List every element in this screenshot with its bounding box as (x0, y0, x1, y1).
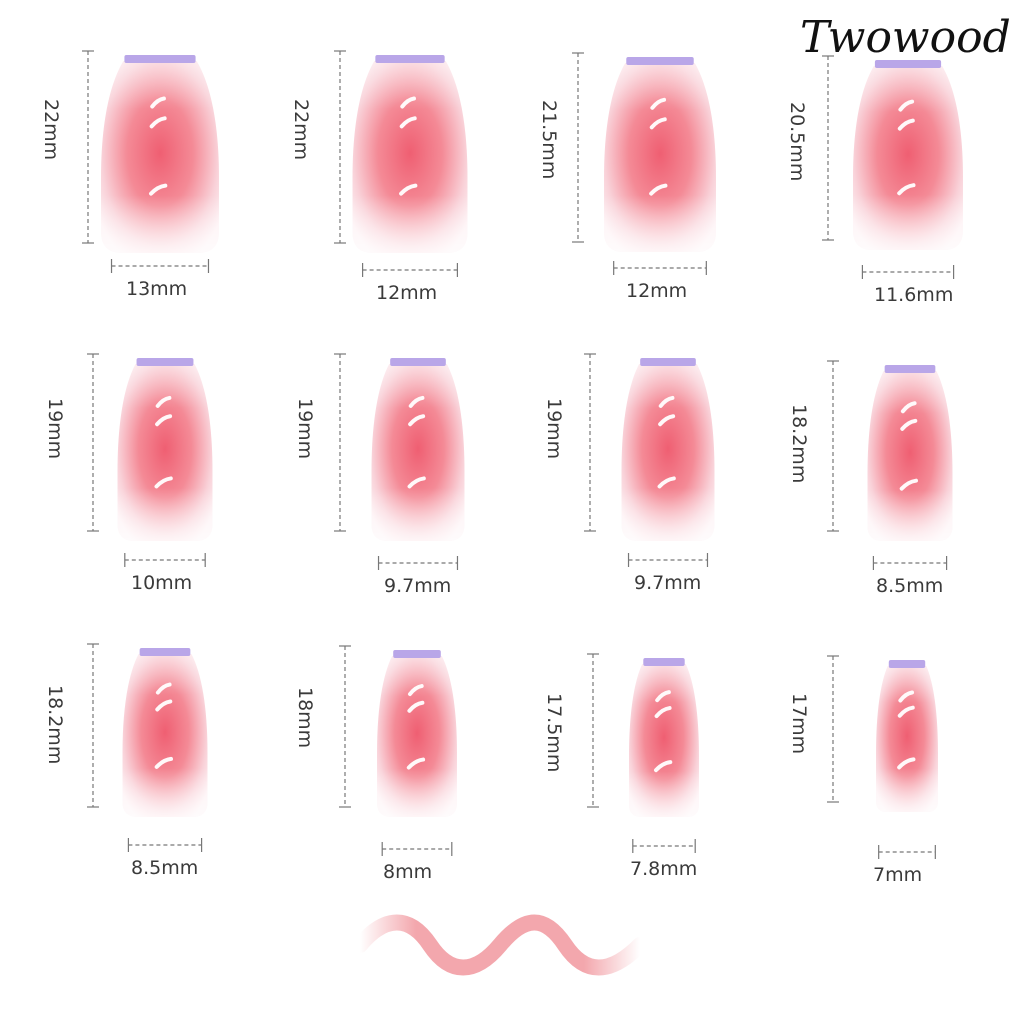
shine-streak (149, 116, 167, 129)
nail-length-label: 17.5mm (543, 692, 565, 773)
nail-tip (874, 60, 942, 68)
press-on-nail (371, 358, 465, 541)
nail-highlight (876, 666, 938, 812)
shine-streak (898, 99, 915, 112)
shine-streak (399, 116, 417, 129)
nail-length-label: 18.2mm (788, 403, 810, 484)
shine-streak (899, 478, 918, 491)
nail-tip (124, 55, 196, 63)
nail-highlight (629, 664, 699, 817)
nail-highlight (117, 364, 213, 541)
shine-streak (658, 395, 675, 408)
nail-tip (139, 648, 191, 656)
shine-streak (897, 183, 916, 196)
nail-width-label: 8.5mm (876, 575, 944, 597)
nail-tip (136, 358, 194, 366)
nail-width-label: 13mm (126, 278, 188, 300)
shine-streak (155, 414, 173, 427)
nail-tip (888, 660, 926, 668)
shine-streak (654, 760, 673, 773)
shine-streak (900, 401, 917, 414)
press-on-nail (867, 365, 953, 541)
press-on-nail (122, 648, 208, 817)
press-on-nail (621, 358, 715, 541)
shine-streak (408, 684, 424, 697)
nail-length-label: 19mm (44, 398, 66, 460)
press-on-nail (352, 55, 468, 253)
shine-streak (155, 395, 172, 408)
shine-streak (658, 414, 676, 427)
shine-streak (399, 183, 418, 196)
nail-length-label: 21.5mm (538, 99, 560, 180)
nail-tip (884, 365, 936, 373)
nail-highlight (101, 61, 219, 253)
nail-width-label: 7mm (873, 864, 923, 886)
nail-length-label: 20.5mm (786, 101, 808, 182)
nail-tip (393, 650, 441, 658)
nail-highlight (853, 66, 963, 250)
shine-streak (406, 757, 426, 770)
nail-length-label: 18.2mm (44, 685, 66, 765)
shine-streak (149, 183, 168, 196)
nail-tip (643, 658, 685, 666)
nail-tip (626, 57, 694, 65)
shine-streak (654, 706, 672, 719)
shine-streak (407, 700, 425, 713)
nail-width-label: 9.7mm (384, 575, 452, 597)
shine-streak (649, 117, 667, 130)
shine-streak (155, 682, 172, 695)
press-on-nail (101, 55, 219, 253)
nail-length-label: 22mm (290, 98, 312, 160)
shine-streak (900, 418, 918, 431)
shine-streak (155, 699, 173, 712)
brand-logo: Twowood (800, 12, 1011, 63)
nail-highlight (377, 656, 457, 817)
shine-streak (407, 476, 426, 489)
nail-tip (640, 358, 696, 366)
nail-length-label: 22mm (40, 98, 62, 160)
decorative-wave (355, 914, 645, 976)
nail-width-label: 8.5mm (131, 857, 199, 879)
press-on-nail (853, 60, 963, 250)
nail-tip (375, 55, 445, 63)
nail-width-label: 8mm (383, 861, 433, 883)
nail-length-label: 17mm (788, 693, 810, 755)
nail-width-label: 9.7mm (634, 572, 702, 594)
nail-width-label: 12mm (626, 280, 688, 302)
nail-highlight (352, 61, 468, 253)
shine-streak (154, 756, 173, 769)
nail-highlight (122, 654, 208, 817)
nail-tip (390, 358, 446, 366)
shine-streak (154, 476, 173, 489)
press-on-nail (117, 358, 213, 541)
shine-streak (897, 705, 915, 718)
shine-streak (408, 414, 426, 427)
nail-width-label: 12mm (376, 282, 438, 304)
shine-streak (898, 690, 915, 703)
press-on-nail (629, 658, 699, 817)
nail-length-label: 19mm (543, 398, 565, 460)
shine-streak (400, 96, 416, 109)
nail-width-label: 11.6mm (874, 284, 954, 306)
shine-streak (655, 690, 671, 703)
press-on-nail (604, 57, 716, 252)
shine-streak (150, 96, 166, 109)
shine-streak (897, 757, 916, 770)
nail-highlight (621, 364, 715, 541)
shine-streak (649, 183, 668, 196)
shine-streak (657, 476, 676, 489)
nail-width-label: 7.8mm (630, 858, 698, 880)
shine-streak (408, 395, 425, 408)
press-on-nail (377, 650, 457, 817)
nail-highlight (604, 63, 716, 252)
nail-highlight (867, 371, 953, 541)
nail-highlight (371, 364, 465, 541)
press-on-nail (876, 660, 938, 812)
nail-length-label: 19mm (294, 398, 316, 460)
nail-width-label: 10mm (131, 572, 193, 594)
shine-streak (897, 118, 915, 131)
shine-streak (650, 97, 667, 110)
nail-length-label: 18mm (294, 686, 316, 748)
